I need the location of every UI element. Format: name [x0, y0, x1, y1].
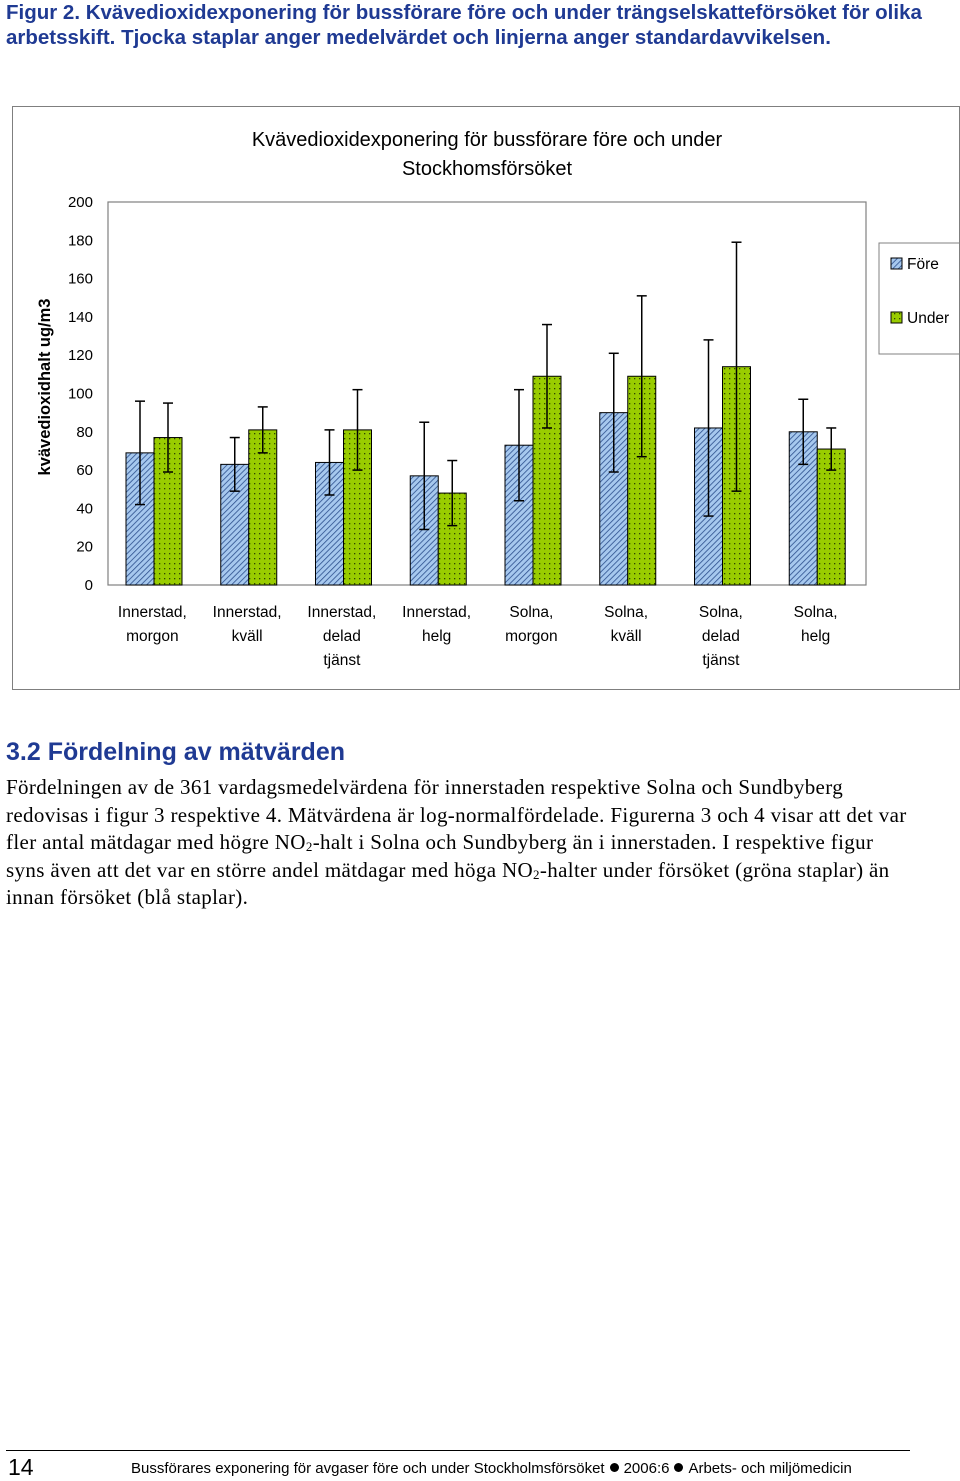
y-tick-label: 80 — [76, 424, 93, 441]
page-number: 14 — [8, 1454, 34, 1480]
bar-chart: Kvävedioxidexponering för bussförare för… — [36, 129, 959, 669]
x-tick-label: helg — [422, 628, 451, 645]
y-axis-label: kvävedioxidhalt ug/m3 — [36, 299, 54, 476]
figure-caption: Figur 2. Kvävedioxidexponering för bussf… — [6, 1, 922, 49]
legend-label: Under — [907, 310, 949, 327]
x-tick-label: Innerstad, — [213, 604, 282, 621]
x-tick-label: Solna, — [604, 604, 648, 621]
subscript-2: 2 — [533, 866, 540, 882]
chart-title: Kvävedioxidexponering för bussförare för… — [252, 129, 723, 151]
plot-area — [107, 201, 867, 586]
legend-label: Före — [907, 256, 939, 273]
section-heading: 3.2 Fördelning av mätvärden — [6, 738, 345, 766]
y-tick-label: 200 — [68, 194, 93, 211]
footer-report-number: 2006:6 — [623, 1460, 670, 1477]
x-tick-label: Solna, — [509, 604, 553, 621]
paragraph-text-2: -halt i Solna och Sundbyberg än i inners… — [6, 830, 874, 882]
x-tick-label: morgon — [505, 628, 558, 645]
paragraph-text-1: Fördelningen av de 361 vardagsmedelvärde… — [6, 775, 907, 855]
y-tick-label: 20 — [76, 539, 93, 556]
bar-fore — [315, 461, 344, 586]
y-tick-label: 60 — [76, 462, 93, 479]
bullet-icon — [674, 1463, 684, 1472]
x-tick-label: morgon — [126, 628, 179, 645]
x-tick-label: tjänst — [702, 652, 740, 669]
x-tick-label: Innerstad, — [307, 604, 376, 621]
x-tick-label: delad — [702, 628, 740, 645]
body-paragraph: Fördelningen av de 361 vardagsmedelvärde… — [6, 774, 911, 912]
legend-swatch — [890, 257, 903, 270]
x-tick-label: Innerstad, — [402, 604, 471, 621]
x-tick-label: helg — [801, 628, 830, 645]
y-tick-label: 40 — [76, 500, 93, 517]
paragraph-text-3: -halter under försöket (gröna staplar) ä… — [6, 857, 890, 910]
x-tick-label: kväll — [232, 628, 263, 645]
x-tick-label: delad — [323, 628, 361, 645]
y-tick-label: 100 — [68, 386, 93, 403]
x-tick-label: Innerstad, — [118, 604, 187, 621]
footer-text: Bussförares exponering för avgaser före … — [131, 1460, 852, 1478]
footer-divider — [6, 1450, 910, 1451]
subscript-2: 2 — [305, 839, 313, 855]
chart-area: Kvävedioxidexponering för bussförare för… — [12, 106, 960, 690]
bar-under — [816, 448, 846, 586]
x-tick-label: kväll — [611, 628, 642, 645]
y-tick-label: 0 — [85, 577, 93, 594]
y-tick-label: 140 — [68, 309, 93, 326]
chart-title: Stockhomsförsöket — [402, 158, 573, 180]
y-tick-label: 160 — [68, 271, 93, 288]
legend-swatch — [890, 311, 903, 324]
x-tick-label: Solna, — [699, 604, 743, 621]
footer-title: Bussförares exponering för avgaser före … — [131, 1460, 605, 1477]
x-tick-label: Solna, — [794, 604, 838, 621]
y-tick-label: 120 — [68, 347, 93, 364]
y-tick-label: 180 — [68, 232, 93, 249]
bullet-icon — [609, 1463, 619, 1472]
x-tick-label: tjänst — [323, 652, 361, 669]
footer-department: Arbets- och miljömedicin — [688, 1460, 852, 1477]
